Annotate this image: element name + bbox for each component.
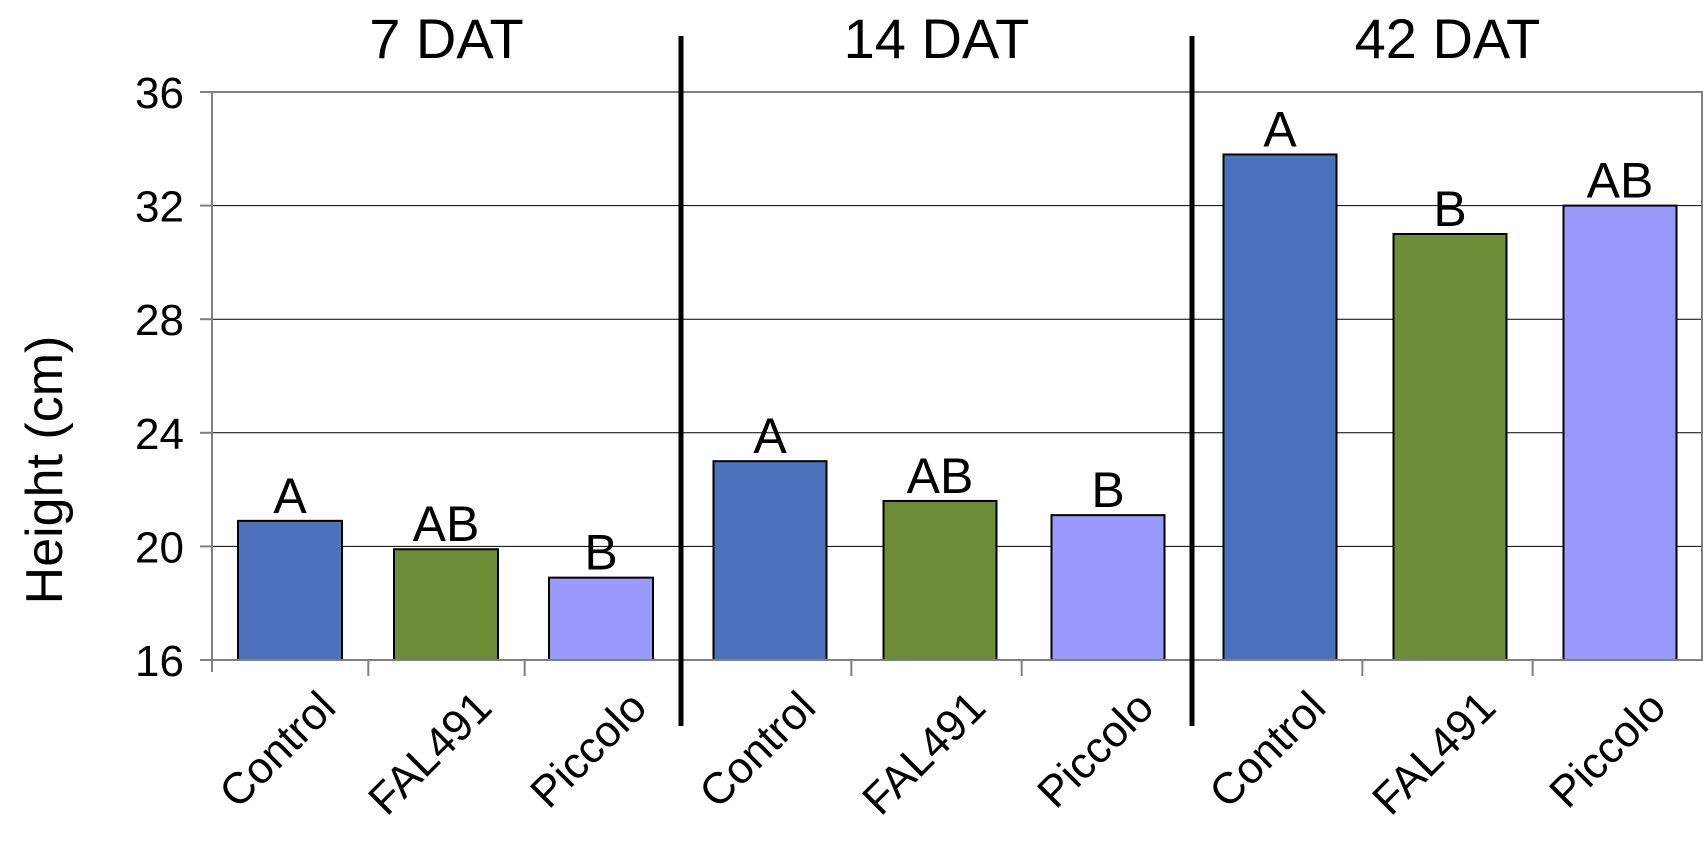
bar-letter-label: A <box>753 408 787 464</box>
panel-title: 14 DAT <box>844 7 1030 70</box>
bar-letter-label: A <box>1263 101 1297 157</box>
x-tick-label: Piccolo <box>521 682 656 817</box>
bar-letter-label: AB <box>413 496 480 552</box>
bar-letter-label: B <box>1091 462 1124 518</box>
bar-piccolo-3 <box>1564 206 1677 660</box>
x-tick-label: FAL491 <box>853 682 995 824</box>
bar-letter-label: B <box>1433 181 1466 237</box>
panel-title: 7 DAT <box>369 7 524 70</box>
x-tick-label: Control <box>690 682 825 817</box>
y-tick-label: 36 <box>135 69 184 118</box>
x-tick-label: FAL491 <box>1363 682 1505 824</box>
y-axis-label: Height (cm) <box>16 336 74 605</box>
bar-letter-label: AB <box>1587 153 1654 209</box>
bar-letter-label: AB <box>907 448 974 504</box>
bar-fal491-1 <box>394 549 498 660</box>
y-tick-label: 28 <box>135 296 184 345</box>
x-tick-label: Control <box>210 682 345 817</box>
y-tick-label: 32 <box>135 183 184 232</box>
x-tick-label: Piccolo <box>1028 682 1163 817</box>
bar-fal491-3 <box>1394 234 1507 660</box>
bar-control-3 <box>1224 154 1337 660</box>
bar-letter-label: B <box>584 525 617 581</box>
y-tick-label: 16 <box>135 637 184 686</box>
bar-fal491-2 <box>884 501 997 660</box>
y-tick-label: 20 <box>135 523 184 572</box>
bar-letter-label: A <box>273 468 307 524</box>
x-tick-label: Piccolo <box>1540 682 1675 817</box>
panel-title: 42 DAT <box>1355 7 1541 70</box>
y-tick-label: 24 <box>135 410 184 459</box>
bar-control-2 <box>714 461 827 660</box>
x-tick-label: Control <box>1200 682 1335 817</box>
x-tick-label: FAL491 <box>359 682 501 824</box>
bar-control-1 <box>238 521 342 660</box>
bar-piccolo-1 <box>549 578 653 660</box>
bar-piccolo-2 <box>1052 515 1165 660</box>
